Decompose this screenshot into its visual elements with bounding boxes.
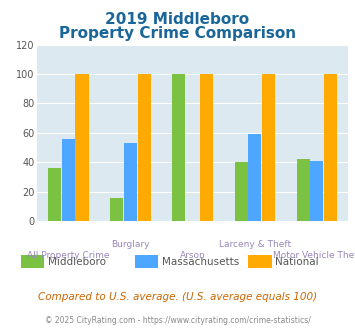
Text: Arson: Arson [180,250,206,259]
Bar [262,74,275,221]
Bar [324,74,337,221]
Bar [135,255,158,268]
Bar [21,255,44,268]
Text: 2019 Middleboro: 2019 Middleboro [105,12,250,26]
Bar [173,74,185,221]
Text: National: National [275,257,319,267]
Text: Massachusetts: Massachusetts [162,257,239,267]
Text: Burglary: Burglary [111,240,150,249]
Bar [62,139,75,221]
Bar [310,161,323,221]
Text: All Property Crime: All Property Crime [27,250,110,259]
Bar [297,159,310,221]
Bar [248,134,261,221]
Bar [124,143,137,221]
Bar [48,168,61,221]
Bar [76,74,88,221]
Text: Middleboro: Middleboro [48,257,106,267]
Text: Motor Vehicle Theft: Motor Vehicle Theft [273,250,355,259]
Bar [248,255,272,268]
Bar [200,74,213,221]
Text: © 2025 CityRating.com - https://www.cityrating.com/crime-statistics/: © 2025 CityRating.com - https://www.city… [45,316,310,325]
Bar [235,162,247,221]
Bar [138,74,151,221]
Text: Property Crime Comparison: Property Crime Comparison [59,26,296,41]
Text: Larceny & Theft: Larceny & Theft [219,240,291,249]
Text: Compared to U.S. average. (U.S. average equals 100): Compared to U.S. average. (U.S. average … [38,292,317,302]
Bar [110,198,123,221]
